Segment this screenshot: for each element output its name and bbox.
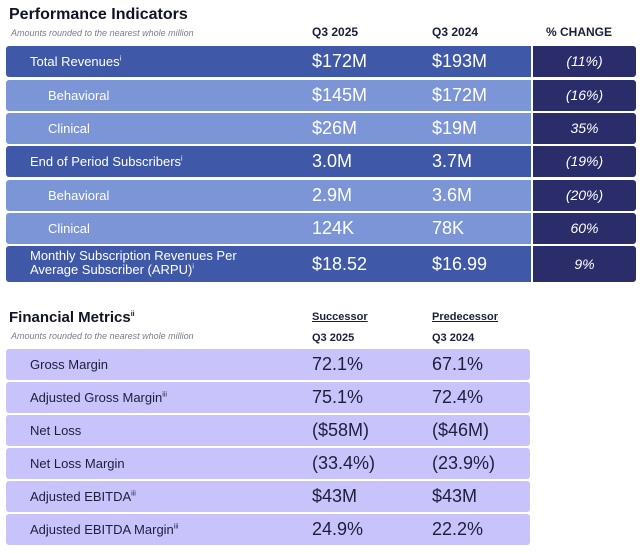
perf-value-change: (19%) <box>565 153 604 169</box>
fin-value-q3-2025: 24.9% <box>312 519 364 539</box>
perf-header-change: % CHANGE <box>546 25 613 39</box>
fin-value-q3-2024: 67.1% <box>432 354 484 374</box>
perf-value-q3-2025: $172M <box>312 51 368 71</box>
perf-row-label: Behavioral <box>48 188 110 203</box>
fin-value-q3-2024: $43M <box>432 486 478 506</box>
fin-header-predecessor: Predecessor <box>432 311 499 323</box>
fin-value-q3-2024: 72.4% <box>432 387 484 407</box>
perf-value-q3-2024: $16.99 <box>432 254 488 274</box>
fin-value-q3-2024: (23.9%) <box>432 453 496 473</box>
perf-value-change: 35% <box>570 120 599 136</box>
perf-value-change: (16%) <box>565 87 604 103</box>
fin-header-q3-2025: Q3 2025 <box>312 332 355 344</box>
fin-value-q3-2025: 72.1% <box>312 354 364 374</box>
financial-subtitle: Amounts rounded to the nearest whole mil… <box>11 331 194 341</box>
fin-row-adjusted-ebitda: Adjusted EBITDAiii $43M $43M <box>6 481 530 512</box>
perf-row-label: Behavioral <box>48 88 110 103</box>
perf-row-label: Total Revenuesi <box>30 54 122 69</box>
financial-title: Financial Metricsii <box>9 309 135 326</box>
fin-value-q3-2025: 75.1% <box>312 387 364 407</box>
perf-value-q3-2025: 2.9M <box>312 185 353 205</box>
perf-row-label: End of Period Subscribersi <box>30 154 183 169</box>
performance-subtitle: Amounts rounded to the nearest whole mil… <box>11 28 194 38</box>
perf-value-change: 60% <box>570 220 599 236</box>
perf-header-q3-2025: Q3 2025 <box>312 25 359 39</box>
fin-value-q3-2024: 22.2% <box>432 519 484 539</box>
perf-value-q3-2024: 3.7M <box>432 151 473 171</box>
perf-value-q3-2025: $18.52 <box>312 254 368 274</box>
fin-row-label: Adjusted Gross Marginiii <box>30 390 167 405</box>
fin-row-label: Net Loss <box>30 423 82 438</box>
perf-value-q3-2024: $172M <box>432 85 488 105</box>
fin-row-net-loss-margin: Net Loss Margin (33.4%) (23.9%) <box>6 448 530 479</box>
perf-row-label: Monthly Subscription Revenues Per Averag… <box>30 248 237 277</box>
perf-value-q3-2025: 3.0M <box>312 151 353 171</box>
perf-value-q3-2025: 124K <box>312 218 355 238</box>
perf-value-q3-2024: $19M <box>432 118 478 138</box>
fin-row-net-loss: Net Loss ($58M) ($46M) <box>6 415 530 446</box>
fin-value-q3-2025: ($58M) <box>312 420 370 440</box>
fin-row-gross-margin: Gross Margin 72.1% 67.1% <box>6 349 530 380</box>
performance-title: Performance Indicators <box>9 6 188 23</box>
perf-value-q3-2025: $145M <box>312 85 368 105</box>
fin-row-label: Gross Margin <box>30 357 109 372</box>
perf-value-q3-2024: 78K <box>432 218 465 238</box>
perf-value-q3-2025: $26M <box>312 118 358 138</box>
fin-row-label: Adjusted EBITDA Marginiii <box>30 522 179 537</box>
fin-row-label: Net Loss Margin <box>30 456 125 471</box>
perf-value-q3-2024: $193M <box>432 51 488 71</box>
perf-value-change: 9% <box>574 256 595 272</box>
perf-value-q3-2024: 3.6M <box>432 185 473 205</box>
fin-row-adjusted-gross-margin: Adjusted Gross Marginiii 75.1% 72.4% <box>6 382 530 413</box>
fin-row-label: Adjusted EBITDAiii <box>30 489 136 504</box>
fin-header-q3-2024: Q3 2024 <box>432 332 475 344</box>
perf-row-label: Clinical <box>48 221 90 236</box>
perf-value-change: (11%) <box>566 53 603 69</box>
fin-row-adjusted-ebitda-margin: Adjusted EBITDA Marginiii 24.9% 22.2% <box>6 514 530 545</box>
perf-value-change: (20%) <box>565 187 604 203</box>
perf-row-label: Clinical <box>48 121 90 136</box>
fin-value-q3-2024: ($46M) <box>432 420 490 440</box>
fin-value-q3-2025: $43M <box>312 486 358 506</box>
perf-header-q3-2024: Q3 2024 <box>432 25 479 39</box>
fin-header-successor: Successor <box>312 311 368 323</box>
fin-value-q3-2025: (33.4%) <box>312 453 376 473</box>
